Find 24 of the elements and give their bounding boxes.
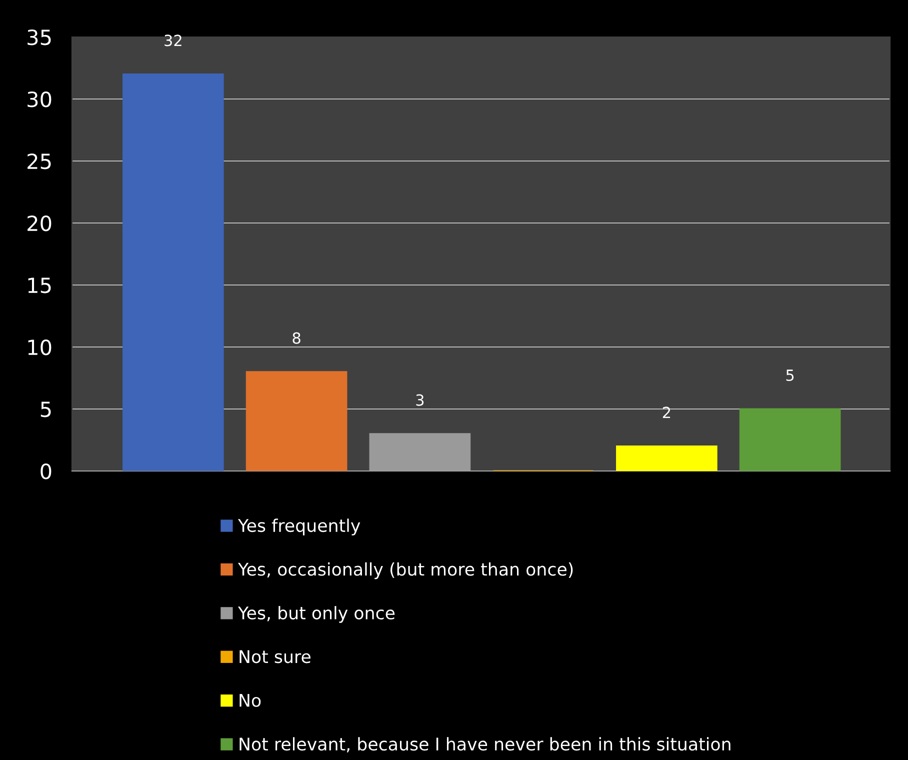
y-tick-label: 5 (40, 402, 51, 418)
legend-label: No (240, 694, 261, 707)
bar (246, 371, 348, 471)
y-tick-label: 15 (28, 278, 51, 294)
legend-label: Yes frequently (238, 518, 360, 536)
bar (616, 446, 718, 471)
bar (122, 74, 224, 471)
y-tick-label: 0 (40, 463, 52, 480)
y-tick-label: 25 (28, 153, 51, 170)
y-tick-label: 35 (28, 29, 51, 46)
y-tick-label: 30 (28, 91, 52, 108)
y-tick-label: 20 (28, 215, 52, 232)
bar (739, 408, 841, 471)
legend-label: Not relevant, because I have never been in this situation (240, 737, 730, 752)
y-tick-label: 10 (28, 339, 52, 356)
data-label: 32 (164, 34, 182, 46)
legend-label: Not sure (240, 650, 310, 664)
data-label: 2 (662, 406, 670, 418)
legend-label: Yes, but only once (238, 606, 395, 623)
bar (369, 433, 471, 471)
data-label: 8 (292, 332, 300, 344)
legend-label: Yes, occasionally (but more than once) (238, 562, 573, 580)
data-label: 3 (416, 394, 424, 406)
data-label: 5 (786, 370, 794, 382)
